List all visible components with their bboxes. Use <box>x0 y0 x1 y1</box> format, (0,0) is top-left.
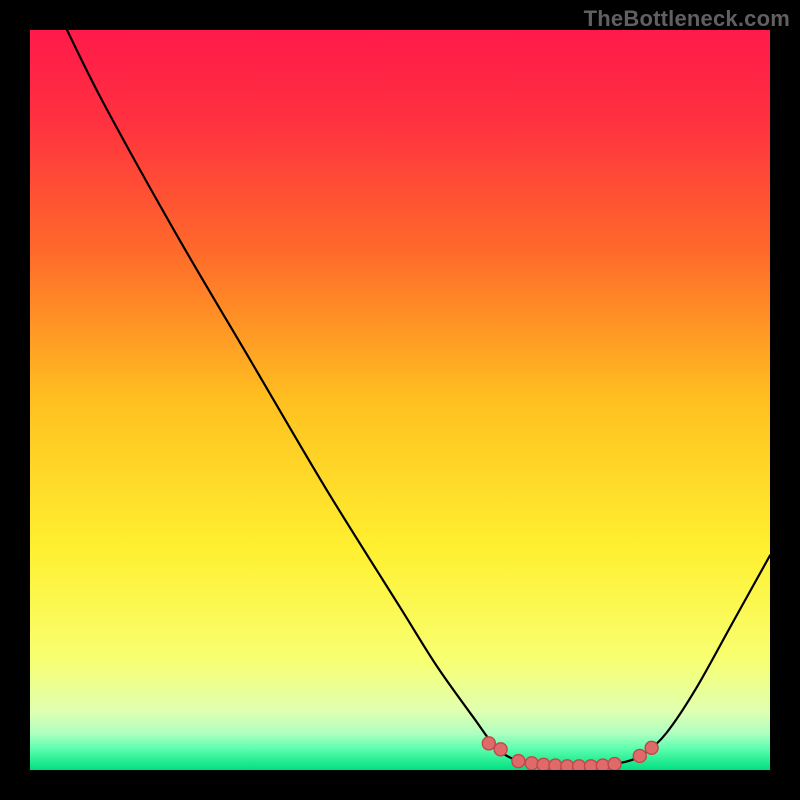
curve-marker <box>512 755 525 768</box>
curve-marker <box>584 760 597 770</box>
curve-marker <box>482 737 495 750</box>
curve-marker <box>494 743 507 756</box>
plot-area <box>30 30 770 770</box>
plot-svg <box>30 30 770 770</box>
curve-marker <box>549 759 562 770</box>
chart-frame: TheBottleneck.com <box>0 0 800 800</box>
curve-marker <box>645 741 658 754</box>
watermark-text: TheBottleneck.com <box>584 6 790 32</box>
curve-marker <box>561 760 574 770</box>
curve-marker <box>525 757 538 770</box>
gradient-background <box>30 30 770 770</box>
curve-marker <box>537 758 550 770</box>
curve-marker <box>573 760 586 770</box>
curve-marker <box>596 759 609 770</box>
curve-marker <box>633 749 646 762</box>
curve-marker <box>608 758 621 770</box>
